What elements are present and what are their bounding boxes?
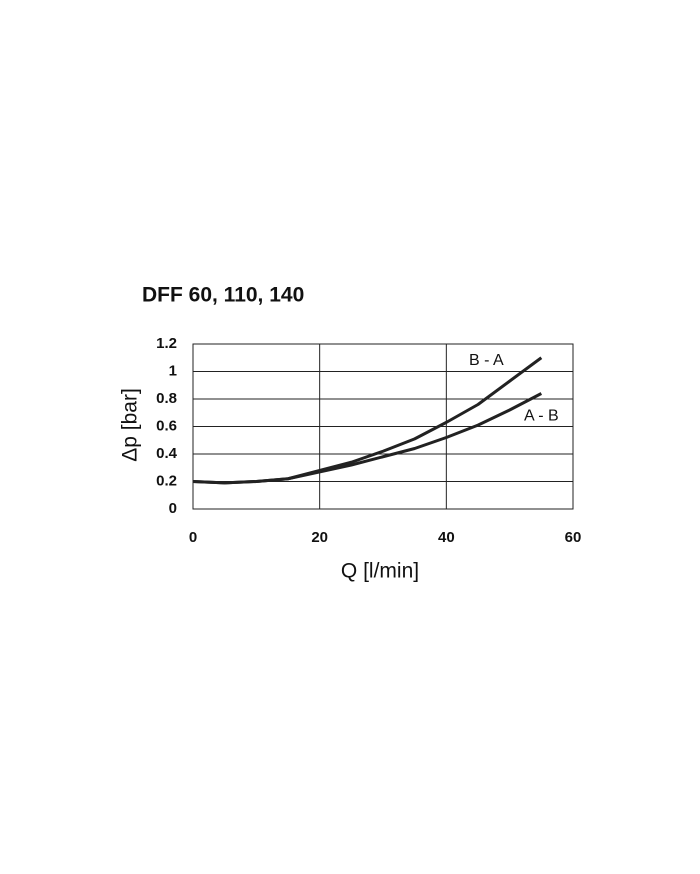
series-label: B - A — [469, 352, 504, 369]
y-tick-label: 1.2 — [156, 335, 177, 352]
y-tick-label: 0.2 — [156, 472, 177, 489]
x-axis-label: Q [l/min] — [341, 560, 419, 583]
chart-title: DFF 60, 110, 140 — [142, 284, 304, 307]
y-tick-label: 0.4 — [156, 445, 178, 462]
series-label: A - B — [524, 408, 559, 425]
x-tick-label: 40 — [438, 529, 455, 546]
x-tick-label: 0 — [189, 529, 197, 546]
y-tick-label: 0.6 — [156, 417, 177, 434]
y-axis-label: Δp [bar] — [119, 388, 142, 462]
y-tick-label: 1 — [169, 362, 177, 379]
y-tick-label: 0 — [169, 500, 177, 517]
y-tick-label: 0.8 — [156, 390, 177, 407]
x-tick-label: 60 — [565, 529, 582, 546]
plot-frame — [192, 343, 574, 510]
line — [192, 392, 543, 485]
x-tick-label: 20 — [311, 529, 328, 546]
